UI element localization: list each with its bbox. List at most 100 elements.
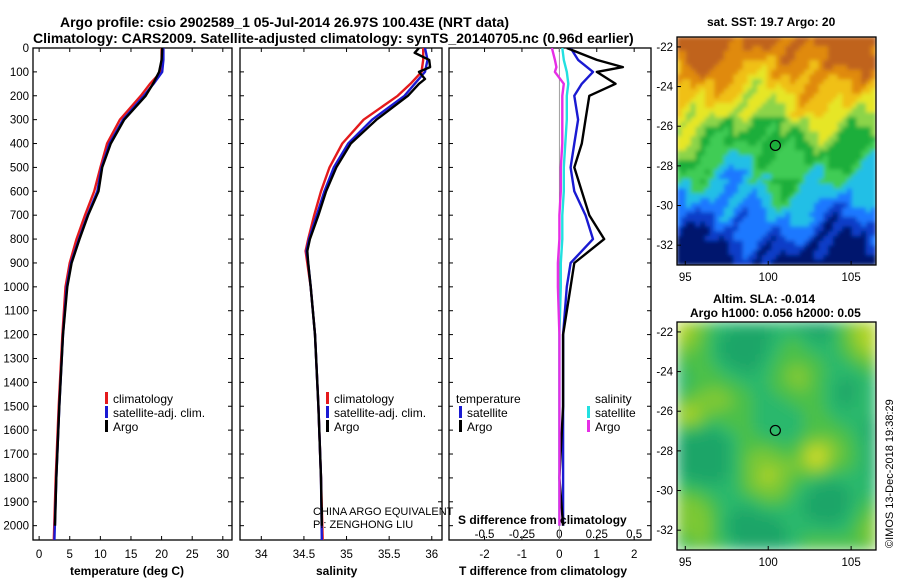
map-cell (837, 145, 844, 152)
map-cell (790, 236, 796, 242)
x-tick-label: -1 (517, 549, 527, 561)
map-cell (832, 535, 839, 542)
map-cell (780, 117, 787, 124)
map-cell (738, 122, 744, 128)
map-cell (681, 164, 687, 171)
map-cell (719, 174, 725, 181)
map-cell (709, 497, 716, 504)
map-cell (813, 88, 820, 95)
map-cell (700, 506, 706, 513)
map-cell (709, 416, 716, 423)
map-cell (832, 350, 839, 356)
map-cell (714, 440, 721, 447)
map-cell (809, 464, 815, 470)
map-cell (804, 217, 811, 223)
map-cell (828, 79, 834, 86)
map-cell (723, 202, 730, 209)
map-cell (695, 221, 702, 228)
map-cell (761, 407, 768, 413)
map-cell (837, 37, 844, 43)
map-cell (742, 98, 749, 105)
map-cell (818, 340, 825, 347)
map-cell (747, 217, 754, 223)
map-cell (866, 65, 872, 71)
map-cell (809, 79, 815, 86)
map-cell (771, 369, 777, 375)
map-cell (809, 103, 815, 109)
map-cell (771, 473, 777, 480)
map-cell (856, 449, 863, 456)
map-cell (804, 136, 811, 143)
map-cell (690, 221, 697, 228)
map-cell (686, 464, 692, 470)
map-cell (681, 445, 687, 451)
map-cell (771, 521, 777, 527)
map-cell (709, 359, 716, 366)
map-cell (780, 478, 787, 485)
map-cell (861, 245, 867, 252)
map-cell (700, 112, 706, 119)
map-cell (818, 478, 825, 485)
map-cell (813, 464, 820, 470)
map-cell (809, 212, 815, 219)
map-cell (804, 535, 811, 542)
map-cell (757, 492, 763, 499)
map-cell (780, 421, 787, 428)
map-cell (828, 255, 834, 261)
map-cell (804, 331, 811, 337)
map-cell (686, 487, 692, 494)
map-cell (790, 212, 796, 219)
map-cell (818, 160, 825, 166)
map-cell (828, 202, 834, 209)
map-cell (785, 160, 792, 166)
map-cell (695, 236, 702, 242)
map-cell (757, 473, 763, 480)
map-cell (723, 126, 730, 133)
map-cell (790, 383, 796, 390)
map-cell (795, 511, 801, 518)
map-cell (804, 164, 811, 171)
map-cell (776, 226, 782, 233)
map-cell (866, 179, 872, 185)
map-cell (780, 79, 787, 86)
map-cell (818, 74, 825, 81)
map-cell (709, 255, 716, 261)
map-cell (771, 74, 777, 81)
map-cell (847, 207, 853, 214)
map-cell (870, 236, 876, 242)
map-cell (677, 435, 683, 442)
map-cell (766, 492, 773, 499)
map-cell (761, 236, 768, 242)
map-cell (700, 131, 706, 138)
map-y-tick-label: -22 (656, 42, 673, 54)
map-cell (766, 174, 773, 181)
map-cell (761, 340, 768, 347)
map-cell (799, 326, 806, 333)
map-cell (677, 540, 683, 546)
map-cell (733, 511, 740, 518)
map-cell (709, 430, 716, 437)
map-cell (677, 383, 683, 390)
map-cell (837, 84, 844, 90)
map-cell (714, 65, 721, 71)
map-cell (723, 359, 730, 366)
map-cell (856, 145, 863, 152)
map-cell (766, 212, 773, 219)
map-cell (842, 217, 848, 223)
map-cell (723, 369, 730, 375)
map-cell (785, 236, 792, 242)
map-cell (790, 160, 796, 166)
map-cell (771, 145, 777, 152)
map-cell (690, 136, 697, 143)
map-cell (719, 402, 725, 409)
map-cell (761, 445, 768, 451)
map-cell (861, 544, 867, 550)
salinity-xlabel: salinity (316, 564, 358, 578)
map-cell (690, 174, 697, 181)
map-cell (728, 326, 735, 333)
map-cell (866, 150, 872, 157)
map-cell (733, 350, 740, 356)
map-cell (695, 511, 702, 518)
map-cell (766, 388, 773, 394)
map-cell (757, 155, 763, 162)
